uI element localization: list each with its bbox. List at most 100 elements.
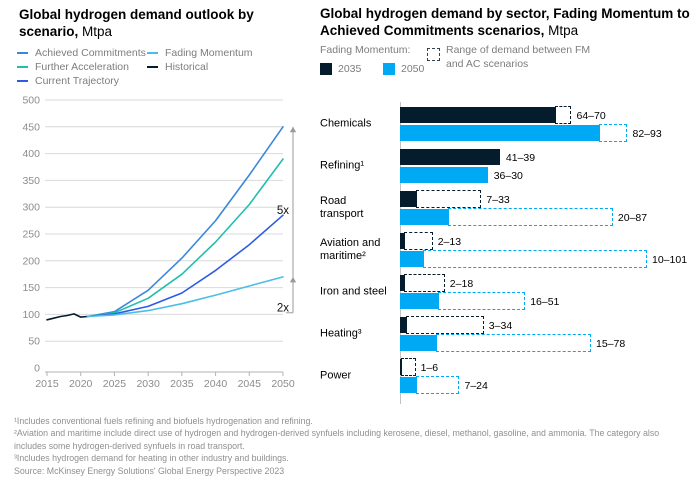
bar-2050-fading-momentum: [400, 251, 425, 267]
svg-text:300: 300: [22, 202, 40, 214]
bar-swatch-2035: [320, 63, 332, 75]
right-chart-title-unit: Mtpa: [544, 23, 579, 39]
svg-text:400: 400: [22, 148, 40, 160]
bar-2050-fading-momentum: [400, 167, 488, 183]
legend-item-historical: Historical: [147, 61, 208, 73]
right-panel: Global hydrogen demand by sector, Fading…: [320, 0, 699, 410]
sector-label: Road transport: [320, 195, 364, 220]
range-box-2035-fm-to-ac: [403, 232, 433, 250]
range-box-2035-fm-to-ac: [403, 274, 445, 292]
sector-label: Chemicals: [320, 117, 372, 130]
series-line-further-acceleration: [86, 158, 284, 318]
value-label-2035: 7–33: [486, 194, 510, 206]
value-label-2050: 15–78: [596, 338, 626, 350]
annotation-label-2x: 2x: [277, 302, 289, 314]
sector-label: Power: [320, 369, 352, 382]
sector-label: Refining¹: [320, 159, 365, 172]
line-swatch-fading-momentum: [147, 52, 158, 54]
gridlines: [45, 99, 283, 342]
legend-item-fading-momentum: Fading Momentum: [147, 47, 253, 59]
svg-text:2030: 2030: [136, 378, 160, 390]
svg-text:250: 250: [22, 229, 40, 241]
sector-bar-chart: Chemicals 64–70 82–93 Refining¹ 41–39 36–30 Ro…: [320, 96, 699, 404]
left-panel: Global hydrogen demand outlook by scenar…: [0, 0, 312, 410]
svg-text:150: 150: [22, 282, 40, 294]
left-chart-title-bold: Global hydrogen demand outlook by scenar…: [19, 7, 254, 40]
right-chart-title-bold: Global hydrogen demand by sector, Fading…: [320, 6, 690, 39]
series-line-fading-momentum: [86, 276, 284, 318]
svg-text:2015: 2015: [35, 378, 59, 390]
value-label-2050: 7–24: [464, 380, 488, 392]
range-box-2050-fm-to-ac: [423, 250, 647, 268]
line-swatch-historical: [147, 66, 158, 68]
source-line: Source: McKinsey Energy Solutions' Globa…: [14, 465, 285, 476]
series-line-current-trajectory: [86, 214, 284, 318]
series-line-achieved-commitments: [86, 125, 284, 318]
svg-text:200: 200: [22, 255, 40, 267]
footnote-3: ³Includes hydrogen demand for heating in…: [14, 453, 289, 464]
legend-label-2035: 2035: [338, 63, 362, 75]
sector-label: Aviation and maritime²: [320, 237, 381, 262]
svg-text:2025: 2025: [103, 378, 127, 390]
svg-text:2045: 2045: [238, 378, 262, 390]
svg-text:0: 0: [34, 363, 40, 375]
annotation-label-5x: 5x: [277, 205, 289, 217]
line-swatch-achieved-commitments: [17, 52, 28, 54]
footnote-1: ¹Includes conventional fuels refining an…: [14, 416, 313, 426]
legend-label: Achieved Commitments: [35, 47, 146, 59]
value-label-2050: 36–30: [493, 170, 523, 182]
range-box-2035-fm-to-ac: [401, 358, 416, 376]
bar-2035-fading-momentum: [400, 107, 556, 123]
range-box-2050-fm-to-ac: [438, 292, 526, 310]
x-axis: [45, 371, 284, 376]
legend-label: Further Acceleration: [35, 61, 129, 73]
svg-text:100: 100: [22, 309, 40, 321]
bar-2035-fading-momentum: [400, 317, 408, 333]
range-box-2035-fm-to-ac: [554, 106, 572, 124]
growth-annotation: 5x 2x: [277, 126, 297, 314]
legend-range-label: Range of demand between FM and AC scenar…: [446, 44, 591, 70]
value-label-2050: 82–93: [632, 128, 662, 140]
svg-text:450: 450: [22, 121, 40, 133]
value-label-2050: 16–51: [530, 296, 560, 308]
series-line-historical: [46, 313, 89, 321]
bar-2050-fading-momentum: [400, 293, 439, 309]
line-swatch-further-acceleration: [17, 66, 28, 68]
line-swatch-current-trajectory: [17, 80, 28, 82]
legend-item-current-trajectory: Current Trajectory: [17, 75, 119, 87]
range-box-2050-fm-to-ac: [416, 376, 460, 394]
value-label-2035: 2–13: [437, 236, 462, 248]
footnotes: ¹Includes conventional fuels refining an…: [14, 415, 680, 477]
bar-2050-fading-momentum: [400, 209, 449, 225]
bar-2035-fading-momentum: [400, 233, 405, 249]
range-box-2050-fm-to-ac: [447, 208, 613, 226]
bar-2035-fading-momentum: [400, 359, 403, 375]
value-label-2050: 20–87: [617, 212, 648, 224]
svg-text:2050: 2050: [271, 378, 295, 390]
bar-2035-fading-momentum: [400, 149, 500, 165]
bar-2035-fading-momentum: [400, 275, 405, 291]
bar-2050-fading-momentum: [400, 335, 437, 351]
range-box-2050-fm-to-ac: [598, 124, 628, 142]
legend-label-2050: 2050: [401, 63, 425, 75]
range-box-2035-fm-to-ac: [406, 316, 484, 334]
value-label-2035: 3–34: [488, 320, 513, 332]
value-label-2035: 2–18: [449, 278, 474, 290]
bar-2035-fading-momentum: [400, 191, 417, 207]
left-chart-title: Global hydrogen demand outlook by scenar…: [19, 6, 277, 41]
range-swatch-icon: [427, 48, 440, 61]
range-box-2050-fm-to-ac: [435, 334, 591, 352]
bar-swatch-2050: [383, 63, 395, 75]
value-label-2035: 1–6: [420, 362, 439, 374]
legend-label: Current Trajectory: [35, 75, 120, 87]
bar-2050-fading-momentum: [400, 377, 417, 393]
legend-label: Fading Momentum: [165, 47, 253, 59]
legend-item-achieved-commitments: Achieved Commitments: [17, 47, 146, 59]
svg-text:2020: 2020: [69, 378, 93, 390]
right-chart-title: Global hydrogen demand by sector, Fading…: [320, 5, 694, 40]
range-box-2035-fm-to-ac: [416, 190, 482, 208]
svg-text:2035: 2035: [170, 378, 194, 390]
svg-text:50: 50: [28, 336, 40, 348]
value-label-2050: 10–101: [652, 254, 688, 266]
